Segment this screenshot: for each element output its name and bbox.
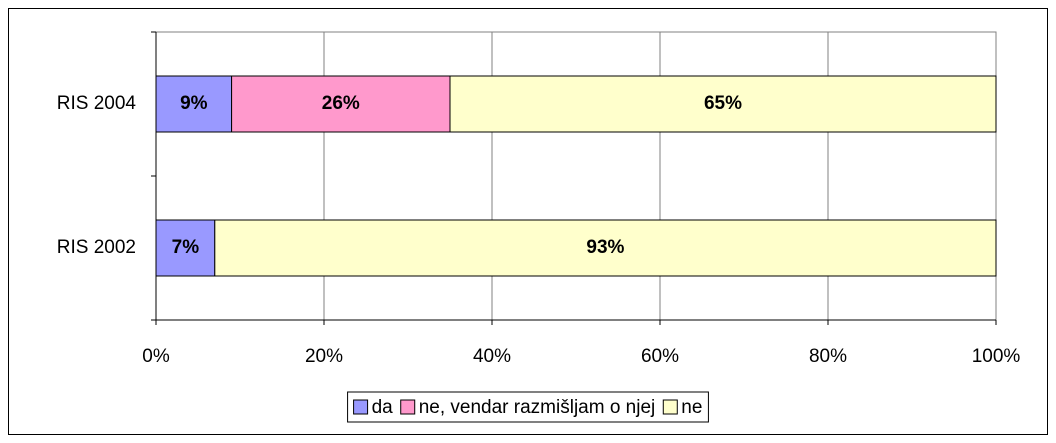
- data-label: 65%: [704, 93, 742, 114]
- legend-swatch: [662, 399, 678, 415]
- x-tick-label: 0%: [142, 346, 170, 367]
- y-tick-label: RIS 2002: [57, 237, 136, 258]
- data-label: 26%: [322, 93, 360, 114]
- legend-label: ne, vendar razmišljam o njej: [419, 397, 656, 418]
- legend-swatch: [353, 399, 369, 415]
- data-label: 9%: [180, 93, 208, 114]
- legend-label: ne: [681, 397, 702, 418]
- legend-swatch: [400, 399, 416, 415]
- x-tick-label: 60%: [641, 346, 679, 367]
- x-tick-label: 20%: [305, 346, 343, 367]
- legend-frame: [347, 391, 709, 423]
- bar-segment: [449, 75, 997, 133]
- y-tick-label: RIS 2004: [57, 93, 137, 114]
- x-tick-label: 40%: [473, 346, 511, 367]
- legend-label: da: [372, 397, 394, 418]
- x-tick-label: 80%: [809, 346, 847, 367]
- bar-segment: [214, 219, 997, 277]
- data-label: 93%: [586, 237, 624, 258]
- bar-segment: [155, 75, 233, 133]
- x-tick-label: 100%: [972, 346, 1021, 367]
- data-label: 7%: [172, 237, 200, 258]
- bar-segment: [155, 219, 216, 277]
